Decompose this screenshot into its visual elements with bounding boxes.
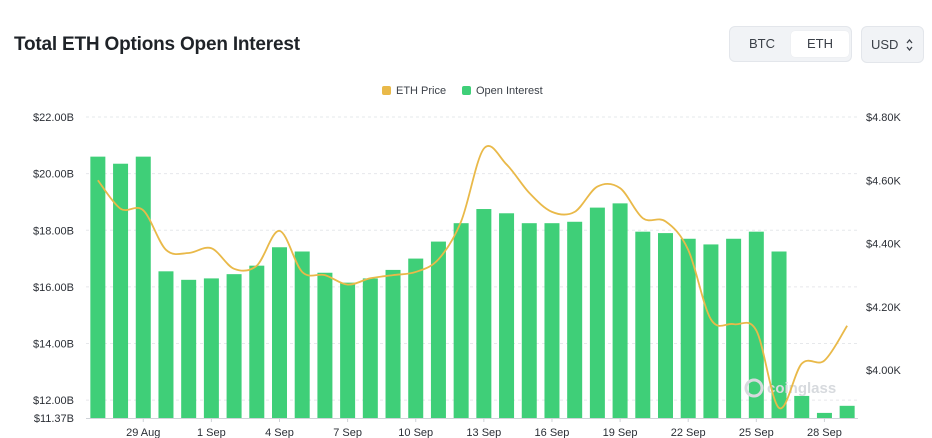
page-title: Total ETH Options Open Interest xyxy=(14,34,300,55)
open-interest-bar xyxy=(499,213,515,418)
open-interest-bar xyxy=(158,271,174,418)
open-interest-bar xyxy=(726,238,742,418)
y-left-tick-label: $22.00B xyxy=(33,112,74,124)
open-interest-bar xyxy=(839,405,855,418)
open-interest-bar xyxy=(453,223,469,418)
y-right-tick-label: $4.80K xyxy=(866,112,902,124)
open-interest-bar xyxy=(385,269,401,418)
x-tick-label: 25 Sep xyxy=(739,427,774,438)
open-interest-bar xyxy=(113,163,129,418)
x-tick-label: 28 Sep xyxy=(807,427,842,438)
open-interest-bar xyxy=(90,156,106,418)
eth-price-line xyxy=(97,145,848,409)
open-interest-bar xyxy=(226,274,242,418)
btc-toggle-button[interactable]: BTC xyxy=(749,36,775,51)
y-right-tick-label: $4.20K xyxy=(866,302,902,314)
open-interest-bar xyxy=(430,241,446,418)
x-tick-label: 13 Sep xyxy=(466,427,501,438)
open-interest-bar xyxy=(816,412,832,418)
open-interest-bar xyxy=(294,251,310,418)
open-interest-bar xyxy=(181,279,197,418)
open-interest-bar xyxy=(408,258,424,418)
y-right-tick-label: $4.60K xyxy=(866,175,902,187)
open-interest-bar xyxy=(589,207,605,418)
open-interest-bar xyxy=(362,278,378,418)
coinglass-logo-icon xyxy=(744,378,764,398)
y-left-tick-label: $18.00B xyxy=(33,225,74,237)
y-right-tick-label: $4.00K xyxy=(866,365,902,377)
x-tick-label: 22 Sep xyxy=(671,427,706,438)
asset-toggle: BTC ETH xyxy=(729,26,852,62)
up-down-chevron-icon xyxy=(906,38,913,52)
currency-select[interactable]: USD xyxy=(861,26,924,63)
y-right-tick-label: $4.40K xyxy=(866,239,902,251)
x-tick-label: 19 Sep xyxy=(603,427,638,438)
open-interest-bar xyxy=(703,244,719,418)
open-interest-bar xyxy=(680,238,696,418)
x-tick-label: 7 Sep xyxy=(333,427,362,438)
y-left-tick-label: $14.00B xyxy=(33,339,74,351)
open-interest-bar xyxy=(476,209,492,418)
open-interest-bar xyxy=(135,156,151,418)
open-interest-bar xyxy=(272,247,287,418)
open-interest-bar xyxy=(249,265,265,418)
x-tick-label: 1 Sep xyxy=(197,427,226,438)
open-interest-bar xyxy=(612,203,628,418)
open-interest-bar xyxy=(340,282,356,418)
legend-swatch-eth-price xyxy=(382,86,391,95)
open-interest-bar xyxy=(771,251,787,418)
currency-label: USD xyxy=(871,37,899,52)
watermark-text: coinglass xyxy=(767,380,836,397)
x-tick-label: 10 Sep xyxy=(398,427,433,438)
legend-label-open-interest: Open Interest xyxy=(476,85,543,97)
x-tick-label: 29 Aug xyxy=(126,427,160,438)
open-interest-bar xyxy=(658,233,673,418)
legend-swatch-open-interest xyxy=(462,86,471,95)
x-tick-label: 16 Sep xyxy=(535,427,570,438)
y-left-tick-label: $16.00B xyxy=(33,282,74,294)
open-interest-bar xyxy=(521,223,537,418)
open-interest-bar xyxy=(794,395,810,418)
x-tick-label: 4 Sep xyxy=(265,427,294,438)
open-interest-bar xyxy=(203,278,219,418)
open-interest-bar xyxy=(635,231,651,418)
open-interest-bar xyxy=(317,272,333,418)
legend-label-eth-price: ETH Price xyxy=(396,85,446,97)
open-interest-bar xyxy=(567,221,583,418)
open-interest-bar xyxy=(748,231,764,418)
y-left-tick-label: $11.37B xyxy=(34,413,74,425)
y-left-tick-label: $20.00B xyxy=(33,169,74,181)
open-interest-bar xyxy=(544,223,560,418)
eth-toggle-button[interactable]: ETH xyxy=(791,31,849,57)
y-left-tick-label: $12.00B xyxy=(33,395,74,407)
